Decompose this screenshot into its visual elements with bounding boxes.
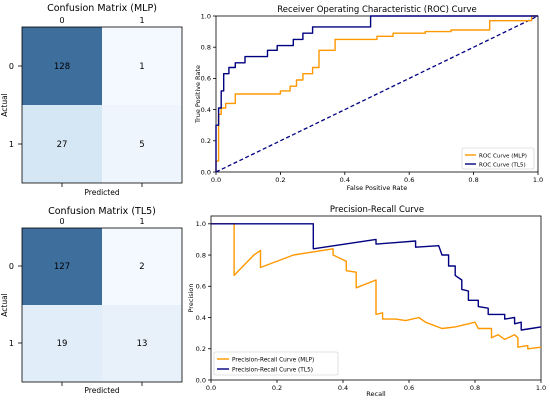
roc-chart: Receiver Operating Characteristic (ROC) … bbox=[194, 5, 543, 192]
roc-xtick-0: 0.0 bbox=[211, 176, 221, 184]
cm-mlp-value-0-1: 1 bbox=[139, 62, 144, 72]
cm-mlp: Confusion Matrix (MLP) 0 1 128 1 27 5 0 … bbox=[0, 3, 183, 197]
roc-legend: ROC Curve (MLP) ROC Curve (TL5) bbox=[461, 147, 535, 170]
cm-mlp-cell-1-1 bbox=[102, 105, 182, 183]
roc-xlabel: False Positive Rate bbox=[347, 184, 407, 192]
roc-xtick-1: 0.2 bbox=[275, 176, 285, 184]
roc-legend-mlp: ROC Curve (MLP) bbox=[479, 154, 527, 160]
cm-tl5-cell-1-0 bbox=[22, 305, 102, 382]
pr-xlabel: Recall bbox=[366, 390, 386, 398]
pr-series-0 bbox=[211, 223, 542, 350]
pr-frame bbox=[210, 215, 542, 381]
pr-xtick-0: 0.0 bbox=[206, 384, 216, 392]
pr-ylabel: Precision bbox=[187, 283, 195, 312]
roc-ytick-3: 0.6 bbox=[201, 75, 211, 83]
cm-mlp-frame bbox=[21, 26, 183, 184]
cm-mlp-value-1-0: 27 bbox=[57, 140, 68, 150]
roc-ytick-4: 0.8 bbox=[201, 44, 211, 52]
cm-mlp-xtick-1: 1 bbox=[139, 16, 144, 25]
cm-tl5-ytick-1: 1 bbox=[9, 339, 14, 348]
cm-mlp-cell-0-0 bbox=[22, 27, 102, 105]
cm-tl5-value-0-1: 2 bbox=[139, 262, 144, 272]
pr-ytick-3: 0.6 bbox=[196, 283, 206, 291]
cm-tl5-ylabel: Actual bbox=[0, 293, 9, 317]
cm-tl5-xtick-0: 0 bbox=[59, 217, 64, 226]
roc-xtick-2: 0.4 bbox=[340, 176, 350, 184]
cm-mlp-xlabel: Predicted bbox=[84, 188, 119, 197]
roc-reference-line bbox=[215, 15, 539, 173]
cm-mlp-value-1-1: 5 bbox=[139, 140, 144, 150]
pr-ytick-2: 0.4 bbox=[196, 314, 206, 322]
pr-lines bbox=[211, 223, 542, 350]
pr-legend-tl5: Precision-Recall Curve (TL5) bbox=[232, 368, 313, 374]
roc-ticks: 0.0 0.2 0.4 0.6 0.8 1.0 0.0 0.2 0.4 0.6 0.8 1.0 bbox=[201, 12, 544, 184]
pr-ticks: 0.0 0.2 0.4 0.6 0.8 1.0 0.0 0.2 0.4 0.6 0.8 1.0 bbox=[196, 220, 547, 392]
pr-ytick-5: 1.0 bbox=[196, 220, 206, 228]
pr-chart: Precision-Recall Curve 0.0 0.2 0.4 0.6 0.8 1.… bbox=[187, 205, 546, 398]
roc-xtick-5: 1.0 bbox=[533, 176, 543, 184]
pr-xtick-2: 0.4 bbox=[338, 384, 348, 392]
roc-series-0 bbox=[215, 15, 538, 172]
pr-xtick-1: 0.2 bbox=[272, 384, 282, 392]
cm-tl5-cell-0-0 bbox=[22, 228, 102, 305]
roc-legend-tl5: ROC Curve (TL5) bbox=[479, 163, 526, 169]
cm-mlp-title: Confusion Matrix (MLP) bbox=[47, 3, 157, 14]
roc-ytick-0: 0.0 bbox=[201, 168, 211, 176]
pr-ytick-1: 0.2 bbox=[196, 345, 206, 353]
cm-tl5-frame bbox=[21, 227, 183, 383]
roc-series-1 bbox=[215, 15, 538, 172]
pr-ytick-4: 0.8 bbox=[196, 251, 206, 259]
cm-tl5-cell-1-1 bbox=[102, 305, 182, 382]
cm-mlp-cell-1-0 bbox=[22, 105, 102, 183]
cm-tl5-value-1-0: 19 bbox=[57, 339, 68, 349]
roc-xtick-4: 0.8 bbox=[468, 176, 478, 184]
cm-tl5-cell-0-1 bbox=[102, 228, 182, 305]
cm-tl5-value-0-0: 127 bbox=[54, 262, 70, 272]
cm-mlp-ytick-1: 1 bbox=[9, 140, 14, 149]
roc-ytick-5: 1.0 bbox=[201, 12, 211, 20]
pr-xtick-3: 0.6 bbox=[404, 384, 414, 392]
cm-mlp-cell-0-1 bbox=[102, 27, 182, 105]
roc-ylabel: True Positive Rate bbox=[194, 65, 202, 124]
cm-mlp-xtick-0: 0 bbox=[59, 16, 64, 25]
pr-series-1 bbox=[211, 223, 542, 331]
pr-xtick-4: 0.8 bbox=[470, 384, 480, 392]
cm-tl5-ytick-0: 0 bbox=[9, 262, 14, 271]
cm-mlp-ytick-0: 0 bbox=[9, 62, 14, 71]
cm-tl5-xlabel: Predicted bbox=[84, 386, 119, 395]
pr-legend: Precision-Recall Curve (MLP) Precision-R… bbox=[213, 351, 339, 376]
cm-mlp-value-0-0: 128 bbox=[54, 62, 70, 72]
roc-xtick-3: 0.6 bbox=[404, 176, 414, 184]
roc-lines bbox=[215, 15, 539, 173]
pr-xtick-5: 1.0 bbox=[536, 384, 546, 392]
roc-ytick-2: 0.4 bbox=[201, 106, 211, 114]
cm-mlp-ylabel: Actual bbox=[0, 93, 9, 117]
roc-ytick-1: 0.2 bbox=[201, 137, 211, 145]
pr-title: Precision-Recall Curve bbox=[330, 205, 424, 215]
cm-tl5: Confusion Matrix (TL5) 0 1 127 2 19 13 0… bbox=[0, 206, 183, 395]
pr-ytick-0: 0.0 bbox=[196, 376, 206, 384]
cm-tl5-title: Confusion Matrix (TL5) bbox=[48, 206, 156, 217]
cm-tl5-value-1-1: 13 bbox=[137, 339, 148, 349]
pr-legend-mlp: Precision-Recall Curve (MLP) bbox=[232, 358, 314, 364]
roc-title: Receiver Operating Characteristic (ROC) … bbox=[277, 5, 476, 15]
cm-tl5-xtick-1: 1 bbox=[139, 217, 144, 226]
